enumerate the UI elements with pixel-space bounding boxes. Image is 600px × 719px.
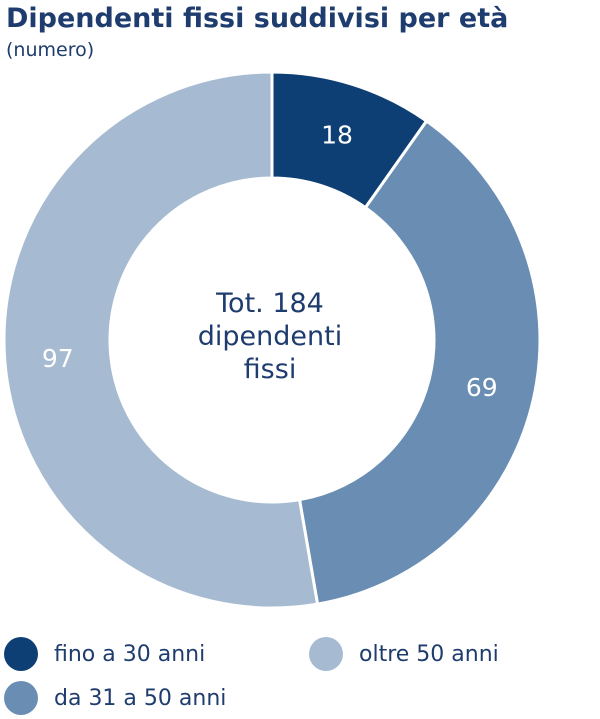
legend-label-oltre-50: oltre 50 anni <box>359 641 499 667</box>
legend-swatch-31-50 <box>4 681 38 715</box>
legend-item-31-50: da 31 a 50 anni <box>4 681 226 715</box>
legend-swatch-fino-30 <box>4 637 38 671</box>
donut-slice-label-2: 97 <box>42 344 74 373</box>
donut-slice-2 <box>2 70 320 610</box>
chart-title: Dipendenti fissi suddivisi per età <box>6 3 509 34</box>
center-label-line-3: fissi <box>243 354 297 385</box>
legend-item-oltre-50: oltre 50 anni <box>309 637 499 671</box>
legend-item-fino-30: fino a 30 anni <box>4 637 205 671</box>
legend-label-fino-30: fino a 30 anni <box>54 641 206 667</box>
legend-label-31-50: da 31 a 50 anni <box>54 685 227 711</box>
chart-subtitle: (numero) <box>6 39 95 61</box>
legend-swatch-oltre-50 <box>309 637 343 671</box>
center-label-line-2: dipendenti <box>197 321 343 352</box>
center-label-line-1: Tot. 184 <box>216 288 324 319</box>
donut-slice-1 <box>298 119 542 606</box>
center-label: Tot. 184 dipendenti fissi <box>170 287 370 386</box>
donut-slice-label-0: 18 <box>321 121 353 150</box>
donut-slice-label-1: 69 <box>466 373 498 402</box>
